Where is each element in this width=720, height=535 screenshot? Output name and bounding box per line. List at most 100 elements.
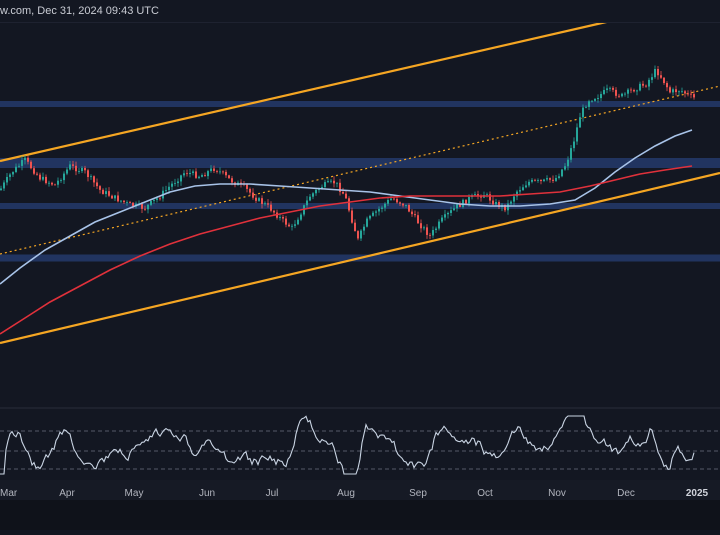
candle-body [252, 192, 254, 198]
candle-body [627, 89, 629, 94]
candle-body [657, 68, 659, 76]
candle-body [330, 180, 332, 182]
time-axis-label: Mar [0, 488, 18, 499]
candle-body [636, 90, 638, 92]
candle-body [186, 173, 188, 175]
candle-body [462, 199, 464, 207]
candle-body [396, 199, 398, 203]
candle-body [597, 98, 599, 99]
candle-body [645, 85, 647, 87]
ma-fast-line [0, 129, 693, 285]
time-axis-label: May [125, 488, 144, 499]
candle-body [222, 171, 224, 173]
candle-body [672, 89, 674, 93]
candle-body [516, 191, 518, 197]
candle-body [147, 204, 149, 210]
candle-body [459, 204, 461, 207]
candle-body [45, 176, 47, 184]
candle-body [201, 175, 203, 177]
candle-body [600, 94, 602, 99]
candle-body [405, 205, 407, 206]
candle-body [561, 169, 563, 177]
candle-body [240, 182, 242, 184]
candle-body [684, 91, 686, 94]
sr-zone-2 [0, 158, 720, 168]
candle-body [0, 188, 2, 190]
candle-body [585, 106, 587, 108]
candle-body [81, 167, 83, 172]
candle-body [675, 89, 677, 93]
candle-body [540, 180, 542, 182]
candle-body [192, 171, 194, 173]
candle-body [384, 203, 386, 208]
candle-body [219, 171, 221, 173]
candle-body [669, 87, 671, 93]
candle-body [363, 226, 365, 231]
candle-body [423, 227, 425, 229]
candle-body [285, 218, 287, 225]
candle-body [591, 100, 593, 102]
candle-body [291, 225, 293, 227]
candle-body [84, 167, 86, 171]
candle-body [612, 87, 614, 90]
candle-body [228, 175, 230, 179]
candle-body [300, 214, 302, 220]
candle-body [63, 173, 65, 181]
candle-body [570, 148, 572, 160]
rsi-pane-bg [0, 408, 720, 480]
candle-body [564, 166, 566, 170]
candle-body [42, 176, 44, 180]
candle-body [630, 89, 632, 91]
candle-body [111, 195, 113, 199]
candle-body [525, 185, 527, 188]
time-axis-label: Jul [266, 488, 279, 499]
candle-body [615, 89, 617, 96]
candle-body [372, 212, 374, 216]
candle-body [333, 180, 335, 184]
candle-body [519, 190, 521, 192]
candle-body [468, 197, 470, 204]
candle-body [108, 191, 110, 196]
candle-body [21, 160, 23, 166]
candle-body [681, 91, 683, 93]
candle-body [621, 93, 623, 97]
channel-midline [0, 85, 720, 255]
candle-body [444, 214, 446, 218]
candle-body [144, 208, 146, 210]
candle-body [180, 175, 182, 182]
candle-body [558, 176, 560, 179]
candle-body [654, 68, 656, 78]
candle-body [297, 219, 299, 225]
candle-body [390, 198, 392, 200]
candle-body [12, 172, 14, 175]
candle-body [345, 193, 347, 199]
candle-body [369, 215, 371, 219]
candle-body [606, 88, 608, 90]
candle-body [573, 141, 575, 149]
candle-body [366, 218, 368, 227]
candle-body [477, 194, 479, 197]
candle-body [603, 89, 605, 95]
candle-body [78, 171, 80, 172]
candle-body [492, 200, 494, 205]
candle-body [465, 199, 467, 204]
candle-body [246, 184, 248, 189]
candle-body [567, 159, 569, 167]
candle-body [264, 203, 266, 205]
candle-body [399, 202, 401, 204]
candle-body [171, 183, 173, 187]
candle-body [378, 208, 380, 212]
candle-body [426, 227, 428, 235]
candle-body [534, 179, 536, 181]
candle-body [156, 198, 158, 200]
candle-body [87, 170, 89, 178]
candle-body [126, 201, 128, 203]
candle-body [663, 77, 665, 84]
candle-body [159, 198, 161, 200]
candle-body [450, 210, 452, 213]
candle-body [324, 182, 326, 187]
sr-zone-1 [0, 101, 720, 107]
candle-body [360, 230, 362, 239]
candle-body [105, 191, 107, 194]
